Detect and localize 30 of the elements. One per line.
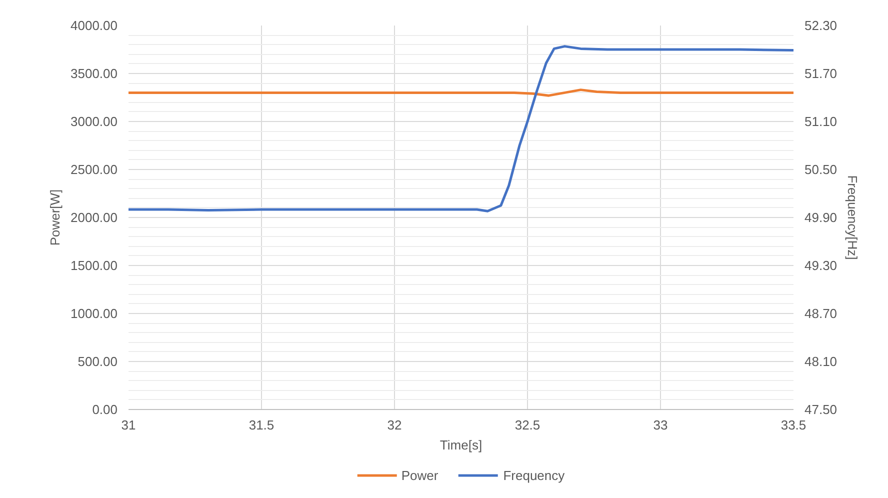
y2-tick-label: 51.70: [804, 66, 838, 81]
line-series: [128, 45, 794, 212]
y2-tick-label: 51.10: [804, 114, 838, 129]
y-tick-label: 500.00: [78, 354, 118, 369]
y-tick-label: 0.00: [92, 402, 118, 417]
y2-tick-label: 47.50: [804, 402, 838, 417]
y-tick-label: 4000.00: [70, 18, 118, 33]
y2-axis-title: Frequency[Hz]: [845, 175, 860, 260]
y2-tick-label: 50.50: [804, 162, 838, 177]
y2-tick-label: 52.30: [804, 18, 838, 33]
y2-tick-label: 48.10: [804, 354, 838, 369]
y-tick-label: 1500.00: [70, 258, 118, 273]
y-tick-label: 2500.00: [70, 162, 118, 177]
y2-tick-label: 49.30: [804, 258, 838, 273]
y-tick-label: 2000.00: [70, 210, 118, 225]
x-tick-label: 31: [121, 418, 136, 432]
x-axis-title: Time[s]: [440, 438, 482, 452]
x-tick-label: 33.5: [780, 418, 806, 432]
y-tick-label: 1000.00: [70, 306, 118, 321]
legend-label: Power: [401, 468, 438, 482]
y-tick-label: 3500.00: [70, 66, 118, 81]
x-tick-label: 33: [653, 418, 668, 432]
y-axis-title: Power[W]: [48, 189, 63, 246]
y-tick-label: 3000.00: [70, 114, 118, 129]
x-tick-label: 32: [387, 418, 402, 432]
legend-label: Frequency: [503, 468, 565, 482]
x-tick-label: 32.5: [514, 418, 540, 432]
y2-tick-label: 48.70: [804, 306, 838, 321]
x-tick-label: 31.5: [248, 418, 274, 432]
y2-tick-label: 49.90: [804, 210, 838, 225]
